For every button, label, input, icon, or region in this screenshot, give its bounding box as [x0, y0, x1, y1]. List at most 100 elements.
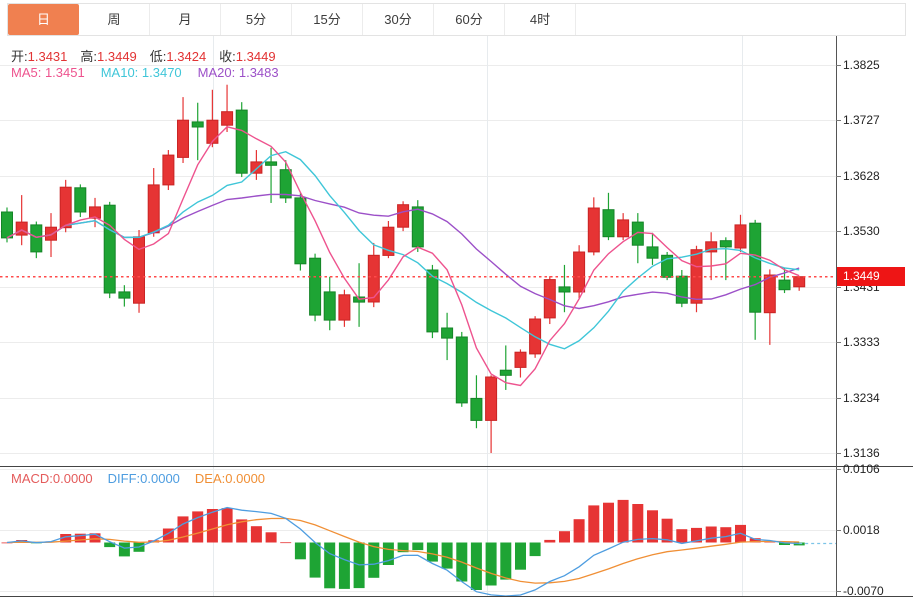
current-price-badge: 1.3449	[837, 267, 905, 287]
candle	[749, 219, 762, 340]
candle	[221, 84, 234, 133]
macd-bar	[382, 542, 394, 565]
candle	[485, 375, 498, 453]
tab-day[interactable]: 日	[8, 4, 79, 35]
candle	[59, 179, 72, 233]
candle	[470, 375, 483, 429]
macd-bar	[691, 527, 702, 543]
macd-tick-label: 0.0018	[843, 523, 880, 537]
candle	[279, 160, 292, 203]
macd-bar	[309, 542, 321, 578]
macd-bar	[397, 542, 409, 553]
candle	[323, 276, 336, 331]
high-label: 高:	[80, 49, 98, 64]
ma5-legend: MA5: 1.3451	[11, 65, 85, 80]
candle	[309, 253, 322, 322]
candle	[15, 195, 28, 246]
macd-bar	[74, 533, 86, 543]
macd-bar	[162, 528, 174, 543]
macd-legend: MACD:0.0000 DIFF:0.0000 DEA:0.0000	[11, 471, 280, 486]
macd-bar	[89, 533, 101, 543]
candle	[441, 312, 454, 361]
ma-legend: MA5: 1.3451 MA10: 1.3470 MA20: 1.3483	[11, 65, 295, 80]
tab-30min[interactable]: 30分	[363, 4, 434, 35]
candle	[426, 264, 439, 339]
candle	[367, 242, 380, 308]
macd-bar	[324, 542, 336, 589]
candle	[353, 263, 366, 327]
macd-bar	[749, 538, 761, 543]
ohlc-legend: 开:1.3431 高:1.3449 低:1.3424 收:1.3449	[11, 46, 289, 65]
price-tick-label: 1.3727	[843, 113, 880, 128]
macd-bar	[559, 531, 570, 543]
macd-bar	[603, 502, 614, 543]
price-tick-label: 1.3136	[843, 446, 880, 460]
macd-bar	[515, 542, 526, 570]
macd-bar	[206, 509, 218, 543]
dea-value-label: DEA:0.0000	[194, 471, 266, 486]
candle	[558, 264, 571, 313]
tab-15min[interactable]: 15分	[292, 4, 363, 35]
price-tick-label: 1.3628	[843, 168, 880, 183]
candle	[587, 197, 600, 256]
tab-4hour[interactable]: 4时	[505, 4, 576, 35]
macd-histogram	[1, 499, 805, 590]
macd-bar	[470, 542, 482, 590]
gridlines	[0, 36, 836, 596]
candle	[514, 349, 527, 378]
candle	[382, 220, 395, 259]
candle	[30, 221, 43, 259]
open-label: 开:	[11, 49, 28, 64]
macd-bar	[676, 529, 688, 543]
macd-bar	[368, 542, 380, 578]
panel-borders	[0, 36, 913, 597]
ma10-line	[6, 150, 800, 350]
candle	[705, 232, 718, 281]
macd-bar	[118, 542, 130, 557]
macd-tick-label: 0.0106	[843, 462, 880, 476]
macd-bar	[294, 542, 306, 560]
macd-bar	[338, 542, 350, 589]
macd-bar	[412, 542, 424, 551]
price-tick-label: 1.3530	[843, 224, 880, 239]
candle	[646, 232, 659, 265]
macd-bar	[280, 542, 292, 544]
diff-value-label: DIFF:0.0000	[107, 471, 180, 486]
dea-line	[6, 517, 800, 584]
candle	[734, 214, 747, 252]
macd-bar	[647, 510, 658, 543]
macd-bar	[192, 511, 204, 543]
candle	[778, 267, 791, 294]
candle	[103, 201, 116, 299]
candle	[89, 197, 101, 228]
tab-week[interactable]: 周	[79, 4, 150, 35]
macd-bar	[573, 519, 585, 543]
candle	[133, 229, 145, 313]
candle	[617, 213, 630, 241]
macd-bar	[529, 542, 541, 557]
close-value: 1.3449	[235, 49, 276, 64]
candles	[1, 84, 806, 453]
macd-bar	[250, 526, 262, 543]
candle	[74, 184, 87, 218]
macd-bar	[588, 505, 600, 543]
tab-month[interactable]: 月	[150, 4, 221, 35]
macd-bar	[104, 542, 116, 548]
candle	[661, 251, 674, 281]
macd-bar	[441, 542, 453, 569]
macd-bar	[177, 516, 189, 543]
candle	[793, 276, 806, 291]
tab-60min[interactable]: 60分	[434, 4, 505, 35]
open-value: 1.3431	[27, 49, 68, 64]
ma10-legend: MA10: 1.3470	[100, 65, 182, 80]
candle	[397, 201, 410, 232]
candle	[675, 269, 688, 308]
price-tick-label: 1.3825	[843, 58, 880, 72]
price-tick-label: 1.3333	[843, 335, 880, 350]
candle	[602, 192, 615, 241]
tab-5min[interactable]: 5分	[221, 4, 292, 35]
macd-bar	[485, 542, 497, 586]
candle	[235, 102, 248, 178]
